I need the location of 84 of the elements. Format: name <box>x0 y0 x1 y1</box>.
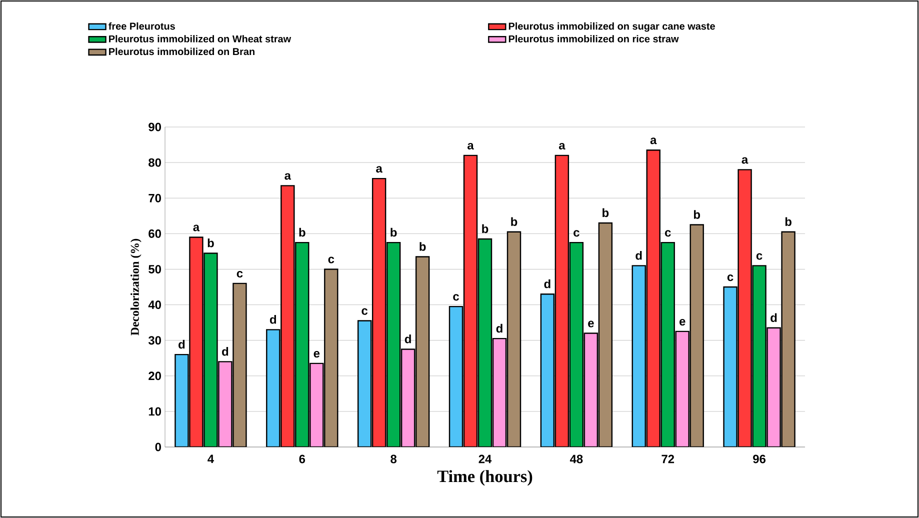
legend-label: Pleurotus immobilized on Wheat straw <box>109 35 292 42</box>
bar <box>280 185 295 447</box>
bar <box>492 338 507 447</box>
data-label: e <box>314 350 320 358</box>
data-label: a <box>558 142 566 150</box>
x-tick-label: 24 <box>478 454 492 464</box>
y-tick-label: 50 <box>148 264 161 274</box>
bar <box>478 238 492 447</box>
data-label: a <box>193 224 200 232</box>
data-label: a <box>376 166 382 173</box>
y-axis-title: Decolorization (%) <box>130 238 142 336</box>
data-label: c <box>453 294 459 301</box>
data-label: d <box>270 314 276 324</box>
data-label: e <box>680 318 686 326</box>
bar <box>690 224 704 447</box>
y-tick-label: 20 <box>148 372 161 380</box>
data-label: c <box>665 230 671 237</box>
bar <box>386 242 401 447</box>
x-tick-label: 8 <box>390 454 397 464</box>
bar <box>660 242 675 447</box>
y-tick-label: 0 <box>155 442 161 452</box>
data-label: b <box>511 217 518 226</box>
y-tick-label: 80 <box>148 158 161 167</box>
data-label: d <box>222 346 228 356</box>
legend-label: free Pleurotus <box>108 22 175 30</box>
x-axis-title: Time (hours) <box>437 470 532 486</box>
x-tick-label: 48 <box>570 454 583 464</box>
bar <box>266 329 280 447</box>
bar <box>569 242 584 447</box>
bar <box>463 154 478 447</box>
x-tick-label: 72 <box>662 454 674 464</box>
y-tick-label: 10 <box>148 407 161 416</box>
data-label: d <box>636 250 642 260</box>
data-label: a <box>650 138 657 144</box>
y-tick-label: 60 <box>148 229 161 238</box>
bar <box>584 332 598 447</box>
data-label: d <box>404 334 411 344</box>
bar <box>400 348 416 447</box>
data-label: d <box>496 324 502 333</box>
bar <box>632 265 646 447</box>
data-label: b <box>602 208 609 218</box>
bar <box>415 256 430 447</box>
bar <box>324 268 338 447</box>
bar <box>357 320 372 447</box>
data-label: c <box>574 230 580 237</box>
bar <box>554 154 570 447</box>
data-label: a <box>742 157 748 164</box>
bar <box>646 150 660 447</box>
data-label: d <box>544 279 550 288</box>
data-label: b <box>420 242 426 251</box>
x-tick-label: 6 <box>299 454 306 464</box>
legend-label: Pleurotus immobilized on rice straw <box>508 35 679 42</box>
bar <box>448 306 464 447</box>
data-label: c <box>236 270 243 278</box>
data-label: c <box>727 274 734 282</box>
y-tick-label: 90 <box>148 122 161 132</box>
legend-label: Pleurotus immobilized on sugar cane waste <box>508 22 715 32</box>
y-tick-label: 70 <box>148 194 161 202</box>
data-label: d <box>770 313 777 322</box>
bar <box>295 242 310 447</box>
data-label: c <box>362 308 368 315</box>
data-label: b <box>208 238 214 248</box>
legend-label: Pleurotus immobilized on Bran <box>109 48 254 56</box>
data-label: b <box>390 228 397 237</box>
data-label: b <box>299 228 306 237</box>
data-label: c <box>756 253 762 260</box>
data-label: b <box>482 224 488 234</box>
data-label: d <box>178 340 185 349</box>
data-label: c <box>328 256 334 264</box>
data-label: e <box>588 320 594 328</box>
y-tick-label: 30 <box>148 336 161 345</box>
x-tick-label: 4 <box>208 454 214 463</box>
bar <box>506 231 522 447</box>
bar <box>675 330 690 447</box>
bar <box>372 178 386 447</box>
bar <box>310 362 324 447</box>
x-tick-label: 96 <box>753 454 766 464</box>
data-label: b <box>785 217 792 226</box>
y-tick-label: 40 <box>148 300 161 309</box>
bar <box>598 222 613 447</box>
bar <box>540 294 555 447</box>
data-label: a <box>284 173 292 180</box>
data-label: b <box>694 210 700 219</box>
data-label: a <box>468 142 474 150</box>
